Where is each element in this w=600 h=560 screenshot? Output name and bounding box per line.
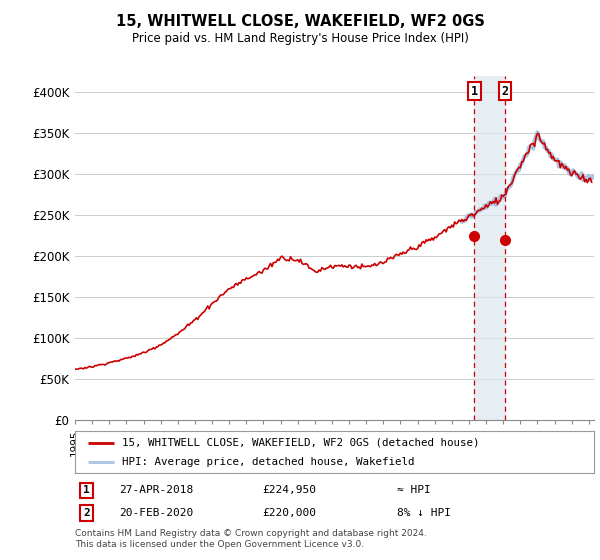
Text: HPI: Average price, detached house, Wakefield: HPI: Average price, detached house, Wake… bbox=[122, 457, 414, 467]
Text: £224,950: £224,950 bbox=[262, 486, 316, 495]
Text: 2: 2 bbox=[83, 508, 90, 518]
Text: ≈ HPI: ≈ HPI bbox=[397, 486, 431, 495]
Text: 15, WHITWELL CLOSE, WAKEFIELD, WF2 0GS (detached house): 15, WHITWELL CLOSE, WAKEFIELD, WF2 0GS (… bbox=[122, 438, 479, 448]
Text: 15, WHITWELL CLOSE, WAKEFIELD, WF2 0GS: 15, WHITWELL CLOSE, WAKEFIELD, WF2 0GS bbox=[116, 14, 484, 29]
Text: Contains HM Land Registry data © Crown copyright and database right 2024.
This d: Contains HM Land Registry data © Crown c… bbox=[75, 529, 427, 549]
Text: Price paid vs. HM Land Registry's House Price Index (HPI): Price paid vs. HM Land Registry's House … bbox=[131, 32, 469, 45]
Text: 1: 1 bbox=[83, 486, 90, 495]
Bar bbox=[475, 76, 505, 420]
Text: 1: 1 bbox=[471, 85, 478, 97]
Text: 27-APR-2018: 27-APR-2018 bbox=[119, 486, 193, 495]
Text: £220,000: £220,000 bbox=[262, 508, 316, 518]
Text: 8% ↓ HPI: 8% ↓ HPI bbox=[397, 508, 451, 518]
Text: 2: 2 bbox=[502, 85, 509, 97]
Text: 20-FEB-2020: 20-FEB-2020 bbox=[119, 508, 193, 518]
